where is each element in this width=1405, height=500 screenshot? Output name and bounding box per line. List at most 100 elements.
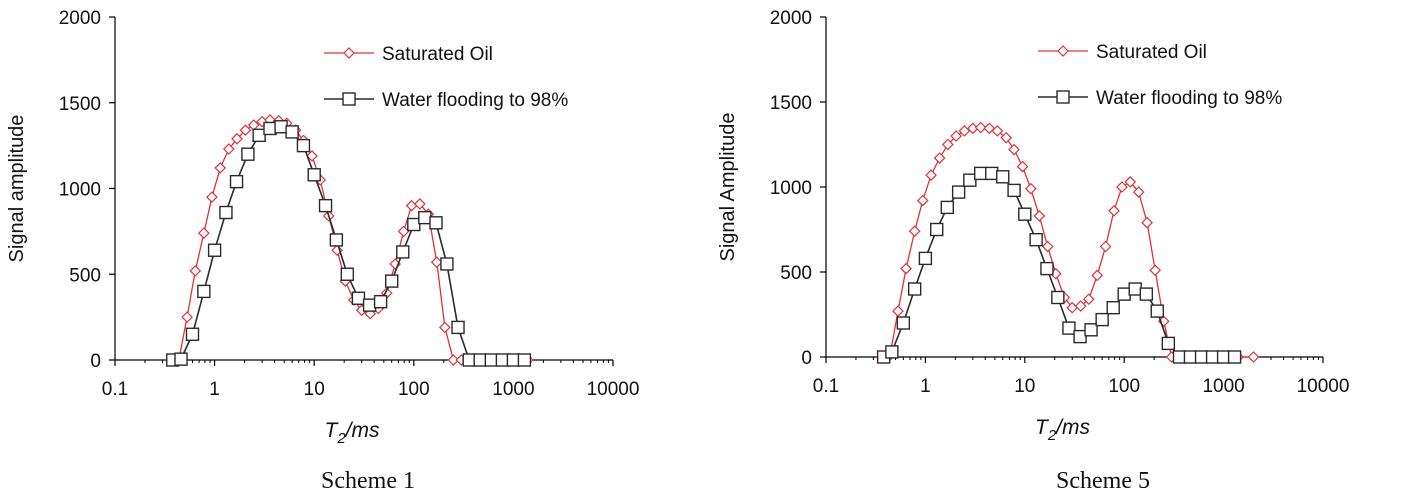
chart-2-water-flooding-point <box>951 185 966 199</box>
chart-1-saturated-oil-point <box>439 321 451 334</box>
chart-1-water-flooding-point <box>362 298 377 312</box>
chart-2-water-flooding-point <box>1040 261 1054 276</box>
chart-1-water-flooding-point <box>318 198 333 213</box>
chart-1-water-flooding-point <box>429 216 443 230</box>
chart-2-saturated-oil-point <box>941 138 954 151</box>
chart-1-saturated-oil-point <box>430 256 443 269</box>
chart-1-saturated-oil-point <box>214 162 227 174</box>
chart-1-saturated-oil-point <box>306 150 318 162</box>
chart-1-water-flooding-point <box>407 217 421 232</box>
chart-1-water-flooding-point <box>185 327 200 341</box>
chart-1-water-flooding-point <box>484 353 499 367</box>
chart-1-x-axis-label-unit: /ms <box>344 419 380 442</box>
chart-2-water-flooding-point <box>1139 287 1154 301</box>
chart-2-water-flooding-point <box>1018 207 1032 221</box>
chart-scheme-1: 0 500 1000 1500 2000 0.1 1 10 100 1000 10000 Signal… <box>6 8 639 494</box>
chart-2-water-flooding-point <box>1095 312 1109 327</box>
chart-2-x-axis-label-sub: 2 <box>1047 427 1057 444</box>
chart-2-saturated-oil-point <box>1000 131 1013 144</box>
chart-2-saturated-oil-point <box>1132 186 1145 198</box>
chart-2-water-flooding-point <box>996 170 1010 184</box>
chart-1-x-tick-label: 0.1 <box>102 379 128 400</box>
chart-1-water-flooding-point <box>340 267 355 281</box>
chart-1-water-flooding-point <box>285 125 299 139</box>
chart-1-water-flooding-point <box>517 353 532 367</box>
chart-2-saturated-oil-legend-marker <box>1057 45 1069 57</box>
chart-2-water-flooding-legend-label: Water flooding to 98% <box>1096 88 1282 109</box>
chart-1-water-flooding-point <box>418 210 432 225</box>
chart-2-saturated-oil-point <box>1016 160 1029 173</box>
chart-2-water-flooding-point <box>885 345 899 359</box>
chart-1-caption: Scheme 1 <box>321 468 415 494</box>
chart-1-x-tick-label: 100 <box>398 379 430 400</box>
chart-2-water-flooding-line <box>883 172 1235 358</box>
chart-2-water-flooding-point <box>940 200 954 215</box>
chart-1-saturated-oil-legend-marker <box>343 47 355 59</box>
chart-2-water-flooding-point <box>1117 287 1131 301</box>
chart-1-water-flooding-point <box>329 233 344 247</box>
chart-1-saturated-oil-point <box>239 124 252 137</box>
chart-1-water-flooding-legend-marker <box>342 92 356 106</box>
chart-2-saturated-oil-point <box>1033 210 1046 222</box>
chart-2-water-flooding-point <box>1161 336 1176 351</box>
chart-2-y-tick-label: 1500 <box>770 93 812 114</box>
chart-2-x-tick-label: 1 <box>920 376 931 397</box>
chart-2-y-tick-label: 500 <box>780 263 812 284</box>
chart-2-saturated-oil-point <box>1141 216 1153 229</box>
chart-2-water-flooding-point <box>1183 350 1198 364</box>
chart-1-water-flooding-point <box>197 284 211 299</box>
chart-2-x-tick-label: 10000 <box>1297 376 1350 397</box>
chart-2-saturated-oil-point <box>1082 293 1095 306</box>
chart-2-saturated-oil-point <box>974 121 987 134</box>
chart-1-water-flooding-point <box>307 168 321 182</box>
chart-2-y-axis-label: Signal Amplitude <box>717 113 739 262</box>
chart-2-x-axis-label-main: T <box>1035 416 1050 439</box>
chart-2-saturated-oil-point <box>1116 181 1128 193</box>
chart-2-saturated-oil-point <box>1008 143 1020 156</box>
chart-2-saturated-oil-point <box>1124 176 1137 188</box>
chart-2-saturated-oil-point <box>958 125 971 137</box>
chart-1-saturated-oil-point <box>222 143 235 155</box>
chart-1-water-flooding-point <box>296 138 311 153</box>
chart-2-y-tick-label: 2000 <box>770 8 812 29</box>
chart-2-water-flooding-point <box>1084 323 1098 337</box>
chart-2-saturated-oil-point <box>916 194 929 207</box>
chart-2-saturated-oil-point <box>892 305 904 317</box>
chart-2-x-tick-label: 100 <box>1108 376 1140 397</box>
chart-1-water-flooding-point <box>451 320 465 335</box>
chart-1-x-axis-label-main: T <box>325 419 340 442</box>
chart-2-x-axis-label-unit: /ms <box>1054 416 1090 439</box>
chart-1-y-tick-label: 0 <box>90 351 101 372</box>
chart-1-x-tick-label: 10000 <box>587 379 640 400</box>
chart-2-water-flooding-point <box>918 251 933 266</box>
chart-2-saturated-oil-point <box>1149 264 1162 277</box>
chart-2-water-flooding-point <box>1106 301 1120 315</box>
chart-1-water-flooding-point <box>440 257 454 271</box>
chart-1-water-flooding-point <box>207 243 222 257</box>
chart-2-water-flooding-point <box>1029 232 1043 247</box>
chart-2-water-flooding-point <box>963 173 977 187</box>
chart-2-saturated-oil-point <box>908 225 921 238</box>
chart-1-water-flooding-point <box>506 353 521 367</box>
chart-2-saturated-oil-point <box>900 262 912 275</box>
chart-2-x-tick-label: 0.1 <box>813 376 839 397</box>
chart-1-y-tick-label: 2000 <box>59 8 101 29</box>
chart-1-saturated-oil-point <box>189 264 202 277</box>
chart-2-y-tick-label: 1000 <box>770 178 812 199</box>
chart-1-water-flooding-line <box>172 125 525 361</box>
chart-1-x-axis-label: T2/ms <box>325 419 380 447</box>
chart-2-water-flooding-point <box>1073 329 1087 344</box>
chart-2-x-tick-label: 10 <box>1014 376 1035 397</box>
chart-2-y-tick-label: 0 <box>801 348 812 369</box>
chart-2-saturated-oil-point <box>1041 240 1054 253</box>
chart-2-saturated-oil-point <box>991 125 1004 137</box>
chart-2-water-flooding-point <box>907 282 922 296</box>
chart-2-saturated-oil-point <box>1099 240 1112 253</box>
chart-1-y-tick-label: 1500 <box>59 94 101 115</box>
chart-1-x-tick-label: 10 <box>304 379 325 400</box>
chart-1-y-tick-label: 1000 <box>59 180 101 201</box>
chart-1-water-flooding-point <box>473 353 487 367</box>
chart-2-saturated-oil-point <box>925 169 937 181</box>
chart-2-saturated-oil-point <box>1091 269 1104 282</box>
